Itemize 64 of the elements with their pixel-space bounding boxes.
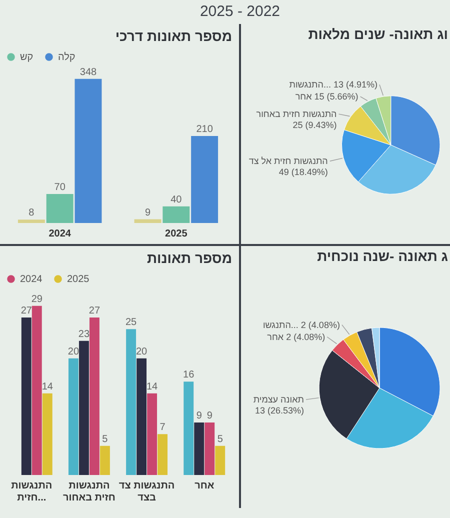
x-tick-label: התנגשות חזית... [11, 480, 52, 504]
bar [42, 393, 52, 475]
x-tick-label: התנגשות צד בצד [118, 480, 175, 504]
bar [126, 329, 136, 475]
data-label: 9 [196, 410, 202, 422]
data-label: 13 (26.53%) [254, 406, 304, 416]
bar [68, 358, 78, 475]
data-label: 20 [136, 346, 148, 358]
chart-title: מספר תאונות דרכי [115, 28, 232, 44]
bar [184, 382, 194, 475]
slice-label: התנגשות חזית אל צד [248, 156, 328, 166]
bar [204, 422, 215, 475]
x-tick-label: אחר [194, 480, 214, 492]
bar [78, 340, 89, 475]
bar [21, 318, 32, 475]
data-label: 29 [31, 294, 43, 305]
data-label: 210 [196, 124, 214, 135]
data-label: 49 (18.49%) [278, 167, 328, 178]
slice-label: התנגשו... 2 (4.08%) [262, 320, 340, 330]
chart-title: ג תאונה -שנה נוכחית [317, 248, 448, 264]
data-label: 14 [42, 381, 54, 392]
data-label: 348 [80, 66, 98, 78]
data-label: 27 [20, 306, 32, 316]
legend-label: 2025 [67, 274, 90, 285]
bar [147, 393, 158, 475]
slice-label: התנגשות... 13 (4.91%) [289, 80, 378, 90]
slice-label: תאונה עצמית [253, 394, 304, 405]
x-tick-label: התנגשות חזית באחור [62, 480, 116, 504]
data-label: 25 (9.43%) [292, 120, 337, 130]
bar [74, 78, 102, 223]
data-label: 7 [160, 422, 166, 434]
bar [100, 446, 110, 475]
bar [136, 358, 147, 475]
data-label: 5 [102, 434, 108, 445]
slice-label: אחר 15 (5.66%) [295, 92, 358, 102]
bar [162, 206, 190, 223]
data-label: 9 [144, 207, 151, 218]
bar [158, 434, 168, 475]
data-label: 40 [170, 194, 182, 206]
bar [215, 446, 226, 475]
text: 2025 - 2022 [198, 3, 282, 20]
data-label: 23 [78, 328, 90, 340]
data-label: 27 [88, 306, 100, 316]
bar [18, 220, 45, 223]
data-label: 70 [54, 182, 66, 193]
slice-label: התנגשות חזית באחור [256, 109, 337, 120]
data-label: 8 [28, 208, 35, 219]
chart-title: מספר תאונות [146, 250, 232, 266]
data-label: 5 [217, 434, 224, 445]
bar [194, 422, 204, 475]
data-label: 14 [146, 381, 158, 392]
data-label: 16 [183, 370, 195, 381]
bar [134, 219, 162, 223]
bar [191, 136, 218, 223]
bar [46, 194, 74, 223]
bar [89, 318, 100, 475]
legend-label: קלה [58, 51, 76, 63]
data-label: 25 [125, 317, 138, 328]
data-label: 9 [206, 410, 213, 422]
slice-label: אחר 2 (4.08%) [267, 332, 326, 342]
legend-label: 2024 [20, 274, 43, 285]
data-label: 20 [68, 346, 80, 358]
legend-label: קש [20, 52, 34, 63]
bar [32, 306, 42, 475]
